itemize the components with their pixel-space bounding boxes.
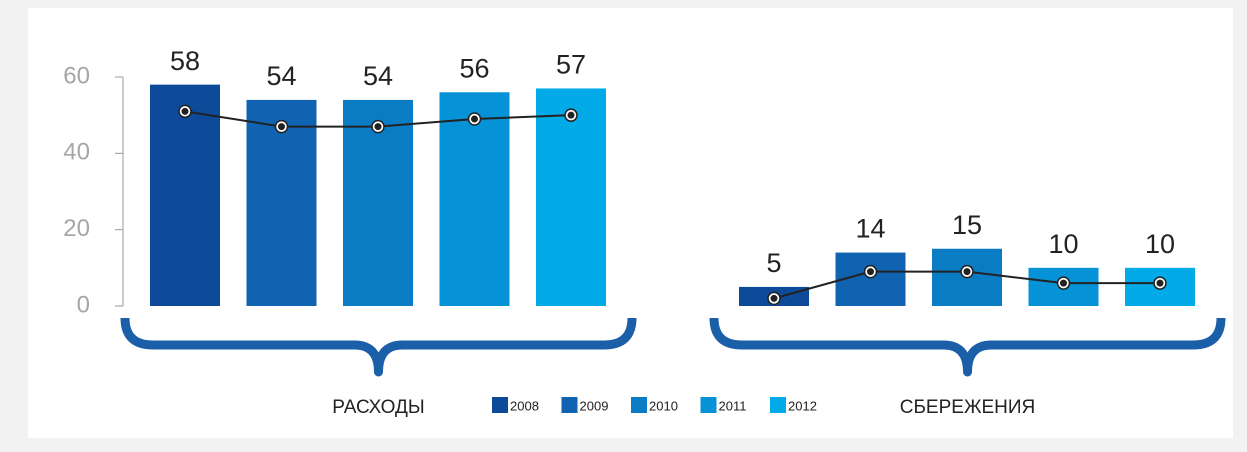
bar bbox=[343, 99, 413, 307]
legend-swatch bbox=[561, 397, 578, 413]
bar bbox=[150, 84, 220, 306]
panel bbox=[28, 8, 1233, 438]
bar bbox=[536, 88, 606, 306]
category-label: СБЕРЕЖЕНИЯ bbox=[900, 397, 1036, 418]
value-label: 56 bbox=[459, 53, 489, 83]
y-tick-label: 0 bbox=[77, 291, 90, 318]
line-point-core bbox=[567, 111, 575, 119]
value-label: 54 bbox=[266, 61, 296, 91]
value-label: 58 bbox=[170, 46, 200, 76]
line-point-core bbox=[374, 123, 382, 131]
category-label: РАСХОДЫ bbox=[332, 397, 424, 418]
legend-swatch bbox=[492, 397, 508, 413]
brace bbox=[709, 317, 1226, 377]
line-point-core bbox=[1060, 279, 1067, 287]
value-label: 54 bbox=[363, 61, 393, 91]
line-point-core bbox=[770, 294, 778, 302]
line-point-core bbox=[867, 268, 874, 276]
value-label: 15 bbox=[952, 210, 982, 240]
value-label: 57 bbox=[556, 50, 586, 80]
legend-swatch bbox=[631, 397, 647, 413]
line-point-core bbox=[278, 123, 285, 131]
legend-swatch bbox=[770, 397, 786, 413]
bar bbox=[835, 252, 906, 306]
bar bbox=[246, 99, 317, 307]
legend-label: 2010 bbox=[649, 398, 678, 413]
legend-label: 2008 bbox=[510, 398, 539, 413]
line-point-core bbox=[471, 115, 478, 123]
bar bbox=[439, 92, 510, 307]
legend-label: 2012 bbox=[788, 398, 817, 413]
value-label: 14 bbox=[855, 214, 885, 244]
line-point-core bbox=[963, 268, 971, 276]
y-tick-label: 40 bbox=[63, 139, 90, 166]
legend-swatch bbox=[700, 397, 717, 413]
value-label: 10 bbox=[1048, 229, 1078, 259]
line-point-core bbox=[181, 107, 189, 115]
value-label: 10 bbox=[1145, 229, 1175, 259]
legend-label: 2009 bbox=[580, 398, 609, 413]
line-point-core bbox=[1156, 279, 1164, 287]
brace bbox=[120, 317, 637, 377]
legend-label: 2011 bbox=[719, 398, 747, 413]
y-tick-label: 60 bbox=[63, 62, 90, 89]
y-tick-label: 20 bbox=[63, 215, 90, 242]
value-label: 5 bbox=[766, 248, 781, 278]
